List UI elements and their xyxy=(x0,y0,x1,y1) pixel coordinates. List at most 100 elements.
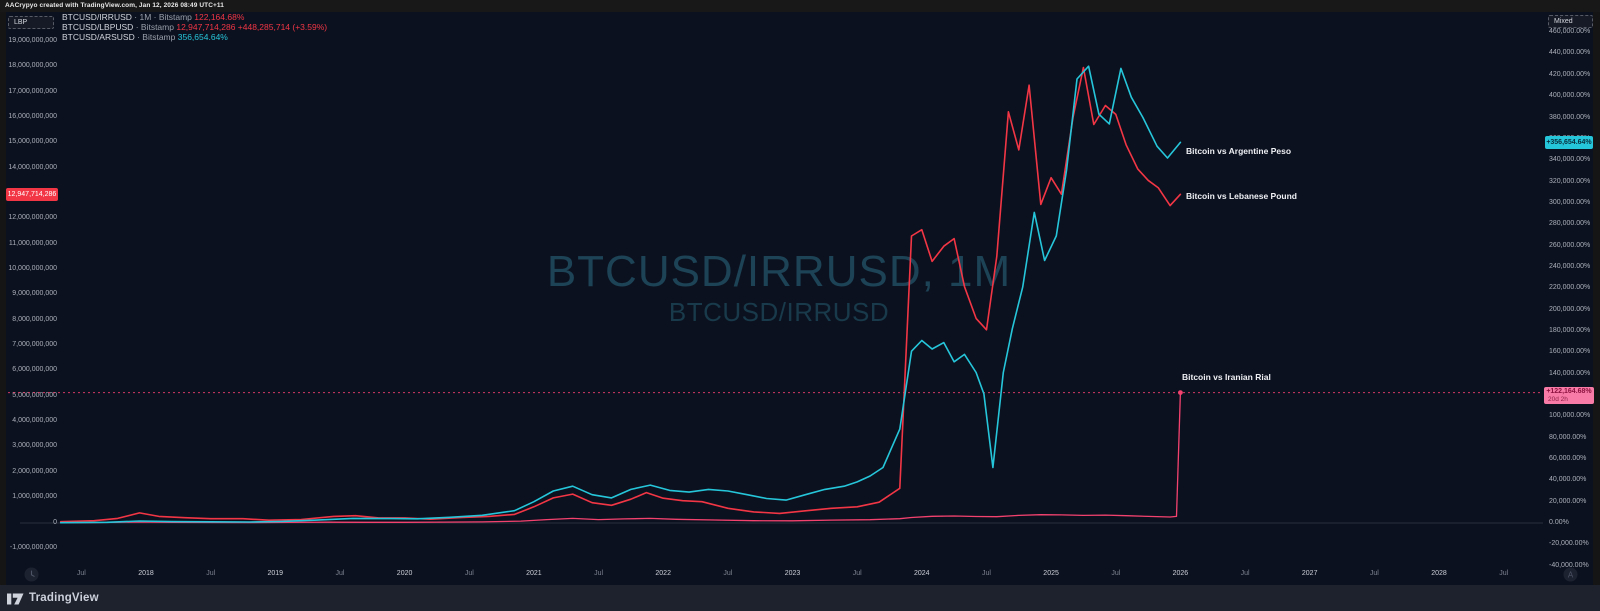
svg-text:A: A xyxy=(1568,571,1574,580)
price-tick-label: 1,000,000,000 xyxy=(12,493,57,501)
time-tick-label: 2018 xyxy=(138,570,154,577)
legend-value: 12,947,714,286 +448,285,714 (+3.59%) xyxy=(176,21,328,32)
bottom-brand-bar: TradingView xyxy=(0,585,1600,611)
percent-tick-label: -40,000.00% xyxy=(1549,561,1589,569)
series-line-btcusd/lbpusd xyxy=(59,66,1182,523)
price-tick-label: 16,000,000,000 xyxy=(8,112,57,120)
time-tick-label: Jul xyxy=(852,570,862,577)
last-price-label-lbp: 12,947,714,286 xyxy=(6,187,58,201)
irr-bar-countdown: 20d 2h xyxy=(1548,396,1568,404)
percent-tick-label: 220,000.00% xyxy=(1549,284,1591,292)
price-tick-label: 6,000,000,000 xyxy=(12,366,57,374)
time-tick-label: 2025 xyxy=(1043,570,1059,577)
price-tick-label: 7,000,000,000 xyxy=(12,341,57,348)
percent-tick-label: 460,000.00% xyxy=(1549,28,1591,36)
time-tick-label: Jul xyxy=(1240,570,1250,577)
price-tick-label: 19,000,000,000 xyxy=(8,36,57,44)
price-tick-label: 2,000,000,000 xyxy=(12,467,57,475)
time-tick-label: Jul xyxy=(1369,570,1379,577)
time-tick-label: 2019 xyxy=(267,570,284,577)
percent-tick-label: 260,000.00% xyxy=(1549,241,1591,249)
time-tick-label: Jul xyxy=(982,570,991,577)
legend-symbol: BTCUSD/LBPUSD xyxy=(62,21,134,32)
percent-tick-label: 420,000.00% xyxy=(1549,70,1591,78)
time-tick-label: Jul xyxy=(1111,570,1121,577)
percent-tick-label: 400,000.00% xyxy=(1549,92,1591,100)
price-tick-label: 14,000,000,000 xyxy=(8,163,57,171)
right-scale-mode-button[interactable]: Mixed xyxy=(1548,15,1593,28)
time-tick-label: 2023 xyxy=(784,570,801,577)
clock-icon[interactable] xyxy=(24,567,39,582)
attribution-bar: AACrypyo created with TradingView.com, J… xyxy=(0,0,1600,12)
legend-meta: · Bitstamp xyxy=(137,31,176,42)
percent-tick-label: 160,000.00% xyxy=(1549,348,1591,356)
percent-tick-label: 280,000.00% xyxy=(1549,220,1591,228)
percent-tick-label: 100,000.00% xyxy=(1549,412,1591,420)
percent-tick-label: 0.00% xyxy=(1549,519,1569,526)
price-tick-label: -1,000,000,000 xyxy=(9,543,57,551)
price-tick-label: 11,000,000,000 xyxy=(8,239,57,247)
time-tick-label: 2021 xyxy=(526,570,542,577)
series-label-argentine-peso: Bitcoin vs Argentine Peso xyxy=(1186,146,1292,156)
time-tick-label: Jul xyxy=(1499,570,1509,577)
legend-value: 356,654.64% xyxy=(177,31,228,42)
price-tick-label: 18,000,000,000 xyxy=(8,62,57,70)
time-tick-label: Jul xyxy=(594,570,604,577)
percent-tick-label: -20,000.00% xyxy=(1549,540,1589,548)
legend-meta: · 1M · Bitstamp xyxy=(134,12,192,22)
legend-row-irrusd[interactable]: BTCUSD/IRRUSD · 1M · Bitstamp 122,164.68… xyxy=(62,12,327,23)
legend-symbol: BTCUSD/ARSUSD xyxy=(62,31,135,42)
left-scale-currency-button[interactable]: LBP xyxy=(8,16,54,29)
legend-value: 122,164.68% xyxy=(194,12,245,22)
time-tick-label: 2027 xyxy=(1301,570,1318,577)
legend-symbol: BTCUSD/IRRUSD xyxy=(62,12,132,22)
price-tick-label: 0 xyxy=(53,518,57,526)
time-tick-label: Jul xyxy=(464,570,474,577)
percent-tick-label: 60,000.00% xyxy=(1549,455,1587,462)
price-tick-label: 15,000,000,000 xyxy=(8,138,57,146)
percent-tick-label: 320,000.00% xyxy=(1549,177,1591,185)
percent-tick-label: 340,000.00% xyxy=(1549,156,1591,164)
time-tick-label: 2028 xyxy=(1431,570,1447,577)
time-tick-label: Jul xyxy=(335,570,345,577)
series-line-btcusd/arsusd xyxy=(59,65,1182,524)
percent-tick-label: 240,000.00% xyxy=(1549,262,1591,270)
percent-tick-label: 140,000.00% xyxy=(1549,369,1591,377)
time-tick-label: Jul xyxy=(206,570,216,577)
series-line-btcusd/irrusd xyxy=(60,391,1182,524)
price-tick-label: 12,000,000,000 xyxy=(8,214,57,222)
time-tick-label: 2020 xyxy=(396,570,413,577)
percent-tick-label: 20,000.00% xyxy=(1549,497,1587,505)
percent-tick-label: 300,000.00% xyxy=(1549,198,1591,206)
time-tick-label: 2022 xyxy=(655,570,671,577)
price-tick-label: 5,000,000,000 xyxy=(12,391,57,399)
percent-tick-label: 200,000.00% xyxy=(1549,305,1591,313)
price-tick-label: 3,000,000,000 xyxy=(12,442,57,450)
legend-meta: · Bitstamp xyxy=(135,21,174,32)
price-tick-label: 9,000,000,000 xyxy=(12,290,57,298)
time-tick-label: Jul xyxy=(76,570,86,577)
legend: BTCUSD/IRRUSD · 1M · Bitstamp 122,164.68… xyxy=(62,12,328,43)
percent-tick-label: 440,000.00% xyxy=(1549,49,1591,57)
frame-right xyxy=(1593,12,1600,585)
percent-tick-label: 80,000.00% xyxy=(1549,433,1587,441)
series-label-lebanese-pound: Bitcoin vs Lebanese Pound xyxy=(1186,191,1297,201)
frame-left xyxy=(0,12,6,585)
last-price-label-irr: +122,164.68% 20d 2h xyxy=(1544,387,1594,405)
last-point-marker xyxy=(1178,390,1183,395)
price-tick-label: 10,000,000,000 xyxy=(8,265,57,272)
series-label-iranian-rial: Bitcoin vs Iranian Rial xyxy=(1182,372,1271,382)
time-tick-label: 2024 xyxy=(914,570,930,577)
price-tick-label: 4,000,000,000 xyxy=(12,417,57,425)
tradingview-logo-icon[interactable] xyxy=(7,591,24,606)
attribution-text: AACrypyo created with TradingView.com, J… xyxy=(5,2,225,9)
legend-row-arsusd[interactable]: BTCUSD/ARSUSD · Bitstamp 356,654.64% xyxy=(62,31,327,43)
percent-tick-label: 180,000.00% xyxy=(1549,326,1591,334)
tradingview-brand-text[interactable]: TradingView xyxy=(29,592,99,604)
legend-row-lbpusd[interactable]: BTCUSD/LBPUSD · Bitstamp 12,947,714,286 … xyxy=(62,21,328,33)
time-tick-label: Jul xyxy=(723,570,733,577)
auto-scale-icon[interactable]: A xyxy=(1563,567,1578,582)
time-tick-label: 2026 xyxy=(1172,570,1189,577)
